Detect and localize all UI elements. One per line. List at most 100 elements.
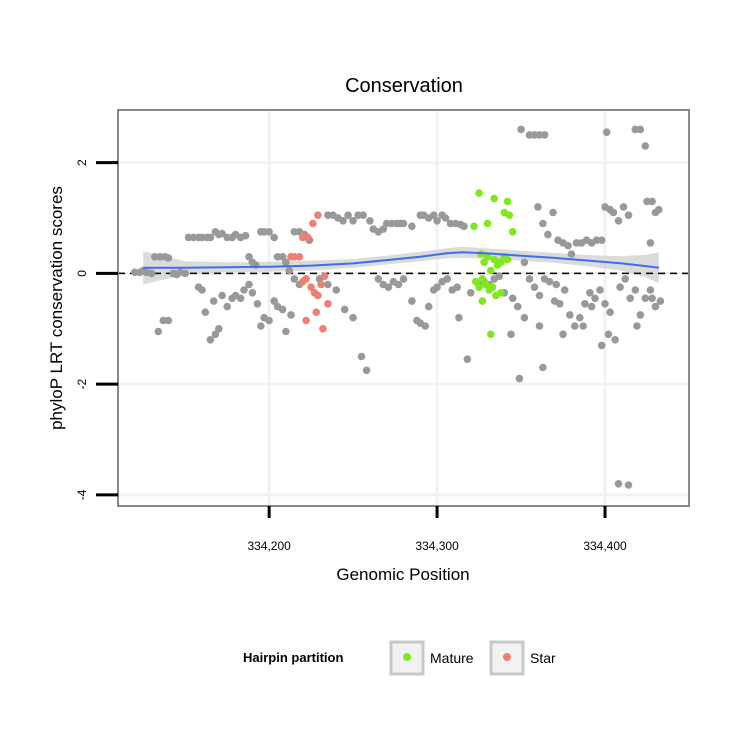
- point-other-77: [206, 336, 215, 344]
- point-other-190: [636, 311, 645, 319]
- point-other-87: [245, 280, 253, 289]
- point-other-32: [265, 228, 273, 236]
- point-other-189: [631, 286, 640, 294]
- point-other-86: [240, 286, 248, 294]
- point-other-96: [282, 327, 290, 336]
- x-tick-label-2: 334,400: [583, 539, 627, 553]
- point-other-188: [626, 294, 634, 303]
- point-other-145: [567, 250, 576, 258]
- point-other-201: [624, 481, 633, 489]
- y-axis-title: phyloP LRT conservation scores: [47, 186, 66, 430]
- point-mature-19: [478, 275, 487, 283]
- point-other-156: [614, 217, 623, 225]
- smooth-line: [143, 251, 659, 269]
- legend-dot-mature: [403, 653, 411, 661]
- point-other-90: [257, 322, 265, 330]
- point-star-13: [320, 272, 329, 281]
- point-mature-27: [495, 258, 504, 267]
- point-other-79: [211, 330, 220, 339]
- point-other-169: [530, 283, 539, 292]
- legend-entry-star: Star: [489, 640, 556, 676]
- point-other-125: [463, 355, 472, 364]
- point-other-175: [560, 286, 569, 294]
- point-star-12: [317, 280, 326, 289]
- point-other-133: [517, 125, 525, 134]
- point-other-85: [236, 294, 245, 303]
- point-other-182: [596, 286, 604, 294]
- point-other-111: [394, 280, 403, 289]
- point-mature-2: [490, 194, 499, 203]
- point-other-49: [359, 211, 368, 219]
- point-other-174: [555, 300, 564, 308]
- point-other-193: [651, 302, 660, 311]
- point-other-208: [587, 302, 596, 311]
- point-other-117: [424, 302, 433, 311]
- point-other-36: [282, 258, 290, 267]
- point-mature-4: [503, 197, 512, 206]
- point-other-187: [621, 275, 629, 283]
- point-other-92: [265, 316, 273, 325]
- point-other-45: [339, 217, 347, 225]
- point-other-64: [433, 217, 441, 225]
- point-other-163: [648, 197, 656, 206]
- panel-background: [118, 110, 689, 506]
- point-other-53: [379, 225, 388, 233]
- point-other-192: [646, 286, 655, 294]
- y-tick-label-0: -4: [75, 489, 89, 500]
- point-other-12: [181, 269, 189, 278]
- point-other-27: [245, 252, 253, 261]
- point-other-178: [576, 313, 584, 322]
- point-other-75: [198, 286, 206, 294]
- point-other-206: [559, 330, 567, 339]
- legend-label-mature: Mature: [430, 650, 474, 666]
- point-other-161: [641, 142, 650, 150]
- point-mature-25: [478, 297, 487, 305]
- point-other-157: [619, 203, 628, 211]
- legend: Hairpin partition Mature Star: [243, 640, 556, 676]
- point-mature-24: [497, 289, 505, 297]
- point-other-151: [597, 236, 606, 244]
- point-other-176: [566, 311, 574, 319]
- point-other-152: [602, 128, 611, 136]
- x-tick-label-1: 334,300: [415, 539, 459, 553]
- point-other-199: [604, 330, 613, 339]
- point-other-194: [520, 313, 529, 322]
- point-mature-0: [475, 189, 483, 197]
- point-other-205: [552, 280, 561, 289]
- point-other-131: [495, 272, 504, 281]
- point-other-160: [636, 125, 645, 134]
- point-other-204: [535, 322, 544, 330]
- point-other-50: [366, 217, 374, 225]
- y-tick-label-1: -2: [75, 379, 89, 390]
- point-other-81: [218, 291, 226, 300]
- point-mature-1: [483, 219, 492, 228]
- x-tick-label-0: 334,200: [247, 539, 291, 553]
- point-other-93: [270, 297, 279, 305]
- point-mature-10: [483, 252, 492, 261]
- point-other-144: [564, 241, 572, 250]
- point-other-137: [540, 131, 549, 139]
- point-other-138: [534, 203, 542, 211]
- y-tick-label-3: 2: [75, 159, 89, 166]
- panel-border: [117, 109, 690, 507]
- plot-panel: [117, 109, 690, 507]
- legend-title: Hairpin partition: [243, 650, 343, 665]
- point-other-35: [278, 252, 287, 261]
- point-other-105: [357, 352, 366, 361]
- point-star-5: [314, 211, 322, 219]
- point-other-197: [507, 330, 515, 339]
- point-other-191: [641, 294, 650, 303]
- point-other-95: [278, 305, 287, 314]
- point-star-6: [287, 252, 295, 261]
- point-mature-20: [482, 280, 490, 289]
- point-other-140: [544, 230, 552, 239]
- point-other-211: [656, 297, 665, 305]
- point-star-3: [304, 233, 312, 242]
- point-other-203: [513, 302, 522, 311]
- point-other-46: [344, 211, 352, 219]
- point-other-37: [285, 266, 294, 275]
- point-star-11: [314, 291, 322, 300]
- point-star-15: [302, 316, 310, 325]
- point-mature-22: [488, 283, 497, 292]
- point-other-121: [443, 275, 452, 283]
